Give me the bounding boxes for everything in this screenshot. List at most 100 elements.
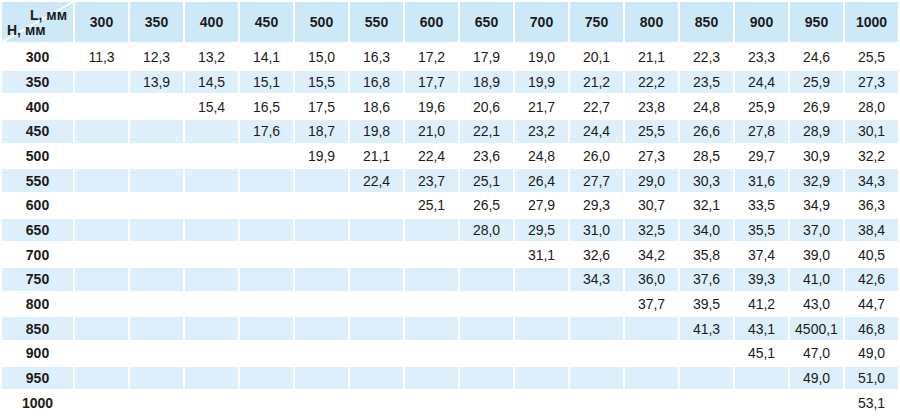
cell [460, 391, 513, 414]
dimension-table: L, мм H, мм 3003504004505005506006507007… [0, 0, 900, 416]
cell [240, 243, 293, 266]
cell [130, 268, 183, 291]
cell: 17,5 [295, 95, 348, 118]
cell [570, 367, 623, 390]
col-header: 900 [735, 2, 788, 44]
cell [130, 317, 183, 340]
cell [75, 293, 128, 316]
cell: 26,5 [460, 194, 513, 217]
cell: 34,2 [625, 243, 678, 266]
cell: 23,2 [515, 120, 568, 143]
cell: 22,4 [350, 169, 403, 192]
cell [240, 268, 293, 291]
col-header: 700 [515, 2, 568, 44]
cell: 44,7 [845, 293, 898, 316]
cell [460, 367, 513, 390]
cell [460, 342, 513, 365]
cell [350, 219, 403, 242]
row-header: 850 [2, 317, 73, 340]
cell: 37,7 [625, 293, 678, 316]
cell: 25,1 [460, 169, 513, 192]
cell: 43,1 [735, 317, 788, 340]
cell [735, 391, 788, 414]
cell [240, 293, 293, 316]
cell: 27,7 [570, 169, 623, 192]
cell: 28,0 [460, 219, 513, 242]
cell [185, 342, 238, 365]
cell [295, 194, 348, 217]
col-header: 500 [295, 2, 348, 44]
cell: 34,3 [845, 169, 898, 192]
cell [75, 169, 128, 192]
cell: 17,6 [240, 120, 293, 143]
cell: 51,0 [845, 367, 898, 390]
cell: 28,0 [845, 95, 898, 118]
cell [185, 293, 238, 316]
cell [790, 391, 843, 414]
row-header: 1000 [2, 391, 73, 414]
cell [75, 243, 128, 266]
cell [680, 391, 733, 414]
cell: 24,8 [680, 95, 733, 118]
cell [515, 293, 568, 316]
cell: 29,0 [625, 169, 678, 192]
cell [295, 169, 348, 192]
cell: 32,5 [625, 219, 678, 242]
cell [185, 391, 238, 414]
row-axis-label: H, мм [7, 22, 46, 38]
cell: 21,2 [570, 71, 623, 94]
cell: 16,8 [350, 71, 403, 94]
cell: 15,0 [295, 46, 348, 69]
cell: 34,3 [570, 268, 623, 291]
cell: 34,0 [680, 219, 733, 242]
cell [350, 367, 403, 390]
cell [240, 342, 293, 365]
col-header: 400 [185, 2, 238, 44]
cell: 19,9 [295, 145, 348, 168]
cell [460, 243, 513, 266]
table-row: 70031,132,634,235,837,439,040,5 [2, 243, 898, 266]
cell [350, 243, 403, 266]
cell: 18,6 [350, 95, 403, 118]
cell [295, 367, 348, 390]
cell: 32,9 [790, 169, 843, 192]
corner-cell: L, мм H, мм [2, 2, 73, 44]
cell [405, 367, 458, 390]
cell [185, 317, 238, 340]
cell: 18,9 [460, 71, 513, 94]
cell: 20,6 [460, 95, 513, 118]
cell: 26,6 [680, 120, 733, 143]
cell [515, 268, 568, 291]
cell [350, 317, 403, 340]
cell [185, 367, 238, 390]
cell: 27,3 [845, 71, 898, 94]
cell: 28,5 [680, 145, 733, 168]
cell: 25,1 [405, 194, 458, 217]
table-row: 100053,1 [2, 391, 898, 414]
cell: 37,4 [735, 243, 788, 266]
cell [240, 317, 293, 340]
cell: 15,1 [240, 71, 293, 94]
cell [75, 194, 128, 217]
row-header: 400 [2, 95, 73, 118]
cell [130, 219, 183, 242]
cell: 30,3 [680, 169, 733, 192]
cell [75, 342, 128, 365]
cell: 31,6 [735, 169, 788, 192]
cell: 30,7 [625, 194, 678, 217]
cell: 27,9 [515, 194, 568, 217]
cell: 16,5 [240, 95, 293, 118]
cell: 11,3 [75, 46, 128, 69]
cell: 36,0 [625, 268, 678, 291]
cell [240, 391, 293, 414]
cell [295, 219, 348, 242]
cell: 41,3 [680, 317, 733, 340]
table-row: 95049,051,0 [2, 367, 898, 390]
cell: 21,1 [625, 46, 678, 69]
table-row: 50019,921,122,423,624,826,027,328,529,73… [2, 145, 898, 168]
cell: 49,0 [790, 367, 843, 390]
cell [130, 367, 183, 390]
cell [185, 268, 238, 291]
cell: 30,9 [790, 145, 843, 168]
cell [350, 268, 403, 291]
